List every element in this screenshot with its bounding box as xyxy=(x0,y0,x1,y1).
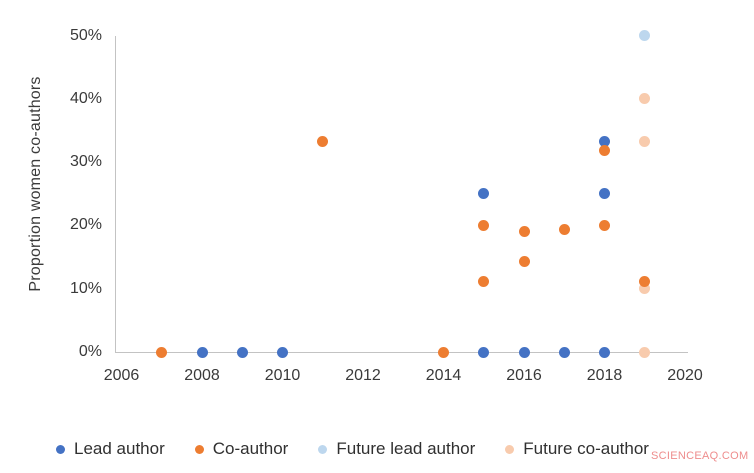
x-tick-label: 2020 xyxy=(667,367,703,384)
data-point-lead-author xyxy=(236,346,248,358)
x-axis-line xyxy=(115,352,688,353)
data-point-lead-author xyxy=(478,346,490,358)
y-tick-label: 40% xyxy=(69,89,102,107)
data-point-co-author xyxy=(518,255,530,267)
x-tick-label: 2018 xyxy=(586,367,623,384)
y-tick-label: 30% xyxy=(69,153,102,171)
data-point-co-author xyxy=(518,226,530,238)
data-point-co-author xyxy=(599,219,610,231)
data-point-lead-author xyxy=(518,346,530,358)
legend-item-label: Future co-author xyxy=(523,439,649,458)
data-point-co-author xyxy=(438,346,449,358)
data-point-future-co-author xyxy=(639,135,651,147)
y-tick-label: 20% xyxy=(69,216,102,234)
x-tick-label: 2014 xyxy=(425,367,462,384)
data-point-future-lead-author xyxy=(639,30,651,41)
legend-item-label: Lead author xyxy=(74,439,165,458)
data-point-co-author xyxy=(599,145,610,157)
legend-item-future-lead-author: Future lead author xyxy=(318,439,475,459)
data-point-future-co-author xyxy=(639,93,651,105)
x-tick-label: 2008 xyxy=(184,367,220,384)
x-tick-label: 2016 xyxy=(506,367,542,384)
data-point-lead-author xyxy=(599,346,610,358)
y-axis-line xyxy=(115,36,116,352)
legend-dot-icon xyxy=(56,444,65,454)
data-point-co-author xyxy=(558,223,570,235)
data-point-future-co-author xyxy=(639,283,651,295)
legend-item-label: Co-author xyxy=(212,439,289,458)
data-point-co-author xyxy=(478,219,490,231)
x-tick-label: 2010 xyxy=(264,367,301,384)
y-tick-label: 50% xyxy=(69,26,102,44)
data-point-lead-author xyxy=(196,346,208,358)
chart-legend: Lead author Co-author Future lead author Fu… xyxy=(56,439,649,459)
legend-item-label: Future lead author xyxy=(336,439,476,458)
legend-dot-icon xyxy=(318,444,328,454)
legend-item-co-author: Co-author xyxy=(194,439,289,459)
x-tick-label: 2012 xyxy=(345,367,381,384)
data-point-co-author xyxy=(478,276,490,288)
x-tick-label: 2006 xyxy=(103,367,140,384)
data-point-future-co-author xyxy=(639,346,651,358)
y-tick-label: 10% xyxy=(69,279,102,297)
legend-dot-icon xyxy=(505,444,515,454)
watermark: SCIENCEAQ.COM xyxy=(651,450,749,462)
data-point-lead-author xyxy=(558,346,570,358)
data-point-lead-author xyxy=(478,188,490,200)
data-point-co-author xyxy=(156,346,168,358)
y-tick-label: 0% xyxy=(78,343,102,360)
legend-dot-icon xyxy=(194,444,204,454)
data-point-lead-author xyxy=(599,135,610,147)
legend-item-future-co-author: Future co-author xyxy=(505,439,649,459)
legend-item-lead-author: Lead author xyxy=(56,439,165,459)
data-point-lead-author xyxy=(277,346,288,358)
data-point-lead-author xyxy=(599,188,610,200)
data-point-co-author xyxy=(639,276,651,288)
data-point-co-author xyxy=(317,135,329,147)
